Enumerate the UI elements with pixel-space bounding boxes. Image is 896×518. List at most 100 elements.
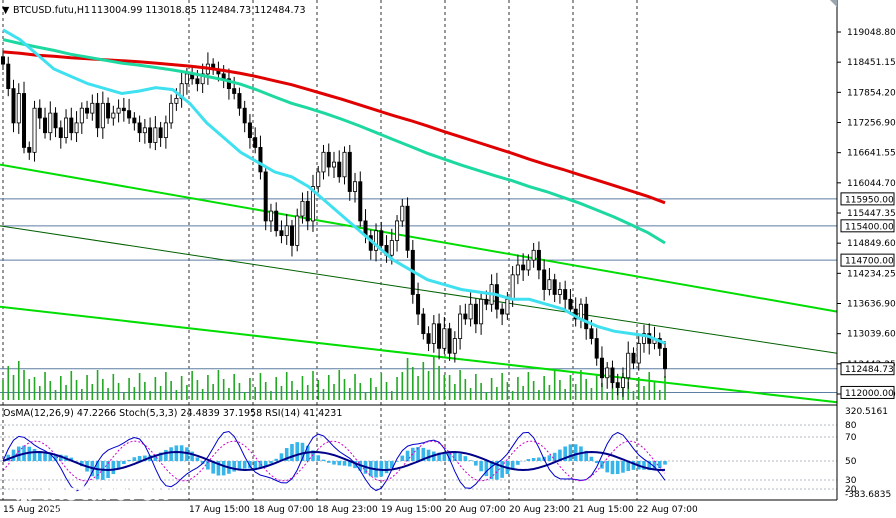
osma-bar	[405, 450, 410, 461]
osma-bar	[621, 461, 625, 473]
candle-body	[442, 328, 447, 349]
candle-body	[531, 249, 536, 261]
level-label-box	[840, 362, 895, 376]
osma-bar	[43, 453, 47, 461]
osma-bar	[442, 453, 447, 461]
candle-body	[22, 93, 27, 148]
candle-body	[289, 225, 294, 246]
candle-body	[494, 284, 499, 310]
time-label: 19 Aug 15:00	[381, 505, 442, 515]
indicator-level-label: 70	[845, 433, 857, 443]
candle-body	[300, 200, 305, 217]
candle-body	[53, 112, 58, 129]
candle-body	[547, 279, 552, 290]
candle-body	[174, 98, 179, 104]
candle-body	[610, 367, 615, 384]
osma-bar	[16, 446, 21, 461]
osma-bar	[274, 458, 279, 461]
price-levels	[0, 198, 837, 393]
candle-body	[321, 151, 326, 173]
osma-bar	[437, 452, 441, 461]
osma-bar	[447, 452, 452, 461]
candle-body	[521, 264, 526, 271]
candle-body	[400, 205, 405, 222]
osma-bar	[495, 461, 499, 480]
candle-body	[631, 352, 636, 364]
time-label: 21 Aug 15:00	[573, 505, 634, 515]
candle-body	[27, 147, 32, 153]
osma-bar	[663, 461, 667, 465]
osma-bar	[190, 451, 194, 461]
osma-bar	[353, 461, 357, 469]
candle-body	[421, 313, 426, 335]
level-label: 112000.00	[845, 389, 894, 399]
candle-body	[258, 147, 263, 173]
candle-body	[374, 230, 379, 251]
osma-bar	[463, 456, 468, 461]
osma-bar	[600, 461, 604, 469]
candle-body	[568, 298, 573, 310]
channel-line	[0, 163, 838, 313]
level-label-box	[840, 219, 895, 233]
osma-bar	[237, 461, 242, 470]
osma-bar	[426, 449, 431, 461]
osma-bar	[311, 450, 315, 461]
osma-bar	[342, 461, 347, 466]
candle-body	[500, 308, 505, 315]
candle-body	[263, 171, 268, 222]
candle-body	[615, 382, 620, 388]
osma-bar	[174, 445, 179, 461]
candle-body	[636, 343, 641, 364]
candle-body	[416, 294, 421, 315]
candle-body	[37, 107, 42, 119]
candle-body	[95, 102, 100, 129]
osma-bar	[248, 461, 252, 469]
osma-bar	[253, 461, 257, 469]
time-axis: 15 Aug 2025 17 Aug 15:00 18 Aug 07:00 18 Au…	[3, 505, 698, 515]
price-tick-label: 118451.15	[847, 58, 896, 68]
osma-bar	[284, 448, 289, 461]
osma-bar	[516, 461, 520, 465]
candle-body	[437, 323, 442, 349]
osma-bar	[326, 461, 331, 463]
candle-body	[111, 112, 116, 119]
candle-body	[16, 93, 21, 124]
time-label: 20 Aug 07:00	[445, 505, 506, 515]
candle-body	[100, 102, 105, 129]
time-label: 18 Aug 07:00	[253, 505, 314, 515]
moving-averages	[2, 28, 666, 345]
price-tick-label: 117256.90	[847, 119, 896, 129]
candle-body	[253, 137, 258, 148]
candle-body	[148, 127, 153, 143]
time-label: 18 Aug 23:00	[317, 505, 378, 515]
level-label-box	[840, 253, 895, 267]
osma-bar	[573, 444, 578, 461]
osma-bar	[216, 461, 221, 476]
candle-body	[268, 210, 273, 222]
candle-body	[200, 73, 205, 85]
osma-bar	[337, 461, 342, 466]
candle-body	[468, 303, 473, 320]
osma-bar	[389, 461, 394, 468]
osma-bar	[242, 461, 247, 469]
osma-bar	[290, 444, 294, 461]
price-tick-label: 117854.20	[847, 88, 896, 98]
chart-shift-icon[interactable]	[830, 0, 837, 7]
symbol-arrow-icon[interactable]: ▼	[2, 5, 10, 16]
stoch-main-line	[2, 430, 666, 492]
osma-bar	[500, 461, 504, 478]
osma-bar	[132, 457, 137, 461]
osma-bar	[563, 446, 567, 461]
osma-bar	[594, 461, 599, 464]
candle-body	[663, 347, 668, 370]
candle-body	[158, 127, 163, 139]
osma-bar	[11, 449, 16, 461]
osma-bar	[568, 444, 573, 461]
osma-bar	[642, 461, 646, 470]
time-label: 15 Aug 2025	[3, 505, 61, 515]
candle-body	[295, 215, 300, 246]
candle-body	[11, 88, 16, 124]
candle-body	[510, 274, 515, 300]
candle-body	[279, 230, 284, 237]
